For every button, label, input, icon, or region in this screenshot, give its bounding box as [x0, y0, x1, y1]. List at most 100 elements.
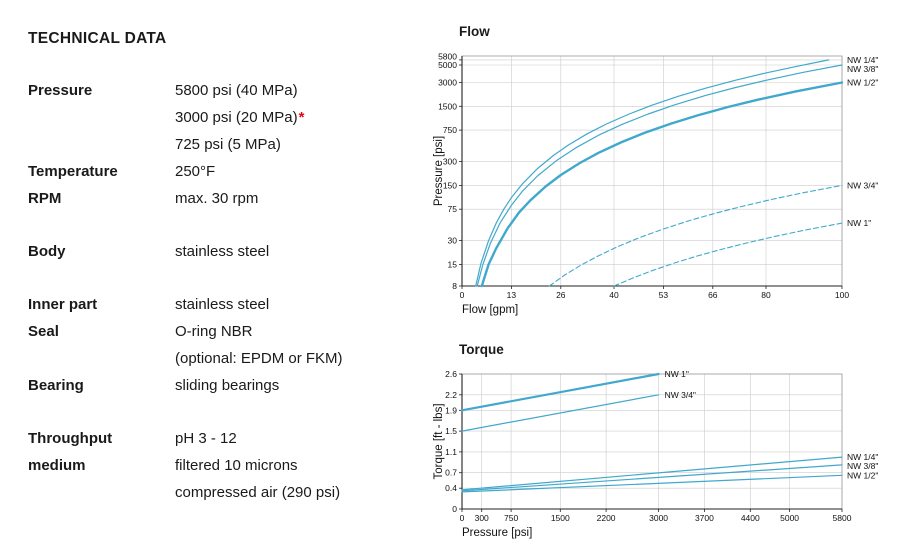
tick-label-x: 3000	[649, 513, 668, 523]
spec-row: 3000 psi (20 MPa)*	[28, 104, 412, 131]
spec-value: pH 3 - 12	[175, 430, 237, 447]
spec-label: Throughput	[28, 430, 113, 447]
spec-row: 725 psi (5 MPa)	[28, 131, 412, 158]
series-line	[461, 456, 843, 491]
tick-label-y: 15	[448, 259, 458, 269]
tick-label-x: 13	[507, 290, 517, 300]
series-label: NW 3/4"	[665, 390, 696, 400]
tick-label-y: 5000	[438, 60, 457, 70]
tick-label-x: 300	[475, 513, 489, 523]
tick-label-y: 1500	[438, 101, 457, 111]
spec-label: Pressure	[28, 82, 93, 99]
spec-label: RPM	[28, 190, 62, 207]
tick-label-x: 2200	[597, 513, 616, 523]
tick-label-x: 100	[835, 290, 849, 300]
tick-label-y: 30	[448, 236, 458, 246]
series-line	[460, 372, 660, 412]
series-label: NW 3/8"	[847, 64, 878, 74]
torque-chart: Torque 0 300 750 1500 2200 3000 3700 4400 5000 58…	[432, 342, 912, 542]
tick-label-x: 53	[659, 290, 669, 300]
spec-label	[28, 479, 175, 506]
axis-caption-x: Pressure [psi]	[462, 527, 532, 539]
tick-label-x: 1500	[551, 513, 570, 523]
tick-label-y: 2.6	[445, 369, 457, 379]
spec-row: Pressure 5800 psi (40 MPa)	[28, 77, 412, 104]
spec-row: Inner part stainless steel	[28, 291, 412, 318]
tick-label-x: 0	[460, 290, 465, 300]
flow-chart: Flow 0 13 26 40 53 66 80 100 8 15 30 75 150 300 750 150…	[432, 24, 912, 318]
series-line	[613, 222, 843, 287]
series-label: NW 1"	[847, 218, 871, 228]
series-label: NW 3/8"	[847, 461, 878, 471]
spec-row: compressed air (290 psi)	[28, 479, 412, 506]
spec-group: Inner part stainless steel Seal O-ring NBR (…	[28, 291, 412, 399]
series-line	[476, 64, 843, 287]
spec-row: (optional: EPDM or FKM)	[28, 345, 412, 372]
series-label: NW 1/2"	[847, 470, 878, 480]
flow-chart-title: Flow	[459, 24, 490, 39]
tick-label-y: 0.7	[445, 468, 457, 478]
tick-label-y: 1.9	[445, 405, 457, 415]
tick-label-y: 2.2	[445, 390, 457, 400]
torque-chart-svg: 0 300 750 1500 2200 3000 3700 4400 5000 5800 0 0.4 0…	[433, 369, 878, 539]
tick-label-x: 5800	[833, 513, 852, 523]
tick-label-y: 0	[452, 504, 457, 514]
spec-value: filtered 10 microns	[175, 457, 298, 474]
tick-label-y: 0.4	[445, 483, 457, 493]
spec-value: 725 psi (5 MPa)	[175, 136, 281, 153]
spec-group: Throughput pH 3 - 12 medium filtered 10 mic…	[28, 425, 412, 506]
spec-value: O-ring NBR	[175, 323, 253, 340]
tick-label-x: 66	[708, 290, 718, 300]
axis-caption-y: Pressure [psi]	[433, 136, 445, 206]
spec-value: sliding bearings	[175, 377, 280, 394]
torque-chart-title: Torque	[459, 342, 504, 357]
tick-label-y: 750	[443, 125, 457, 135]
tick-label-x: 5000	[780, 513, 799, 523]
spec-value: max. 30 rpm	[175, 190, 259, 207]
spec-label	[28, 345, 175, 372]
tick-label-y: 5800	[438, 52, 457, 62]
tick-label-y: 1.1	[445, 447, 457, 457]
flow-chart-svg: 0 13 26 40 53 66 80 100 8 15 30 75 150 300 750 1500 3000…	[433, 52, 878, 317]
series-line	[475, 59, 830, 287]
spec-value: 3000 psi (20 MPa)*	[175, 109, 305, 126]
series-label: NW 1/4"	[847, 452, 878, 462]
spec-value: 250°F	[175, 163, 216, 180]
series-label: NW 1"	[665, 369, 689, 379]
axis-caption-y: Torque [ft - lbs]	[433, 403, 445, 479]
series-label: NW 3/4"	[847, 180, 878, 190]
spec-row: Throughput pH 3 - 12	[28, 425, 412, 452]
tick-label-y: 75	[448, 204, 458, 214]
spec-row: RPM max. 30 rpm	[28, 185, 412, 212]
axis-caption-x: Flow [gpm]	[462, 304, 518, 316]
spec-label: Bearing	[28, 377, 84, 394]
tick-label-y: 150	[443, 180, 457, 190]
plot-frame	[461, 373, 843, 510]
tick-label-x: 750	[504, 513, 518, 523]
series-line	[480, 81, 844, 288]
spec-row: Bearing sliding bearings	[28, 372, 412, 399]
series-line	[461, 394, 660, 432]
series-line	[461, 474, 843, 493]
series-line	[461, 464, 843, 492]
spec-row: medium filtered 10 microns	[28, 452, 412, 479]
spec-group: Pressure 5800 psi (40 MPa) 3000 psi (20 MP…	[28, 77, 412, 212]
spec-label: Inner part	[28, 296, 98, 313]
tick-label-y: 1.5	[445, 426, 457, 436]
spec-row: Temperature 250°F	[28, 158, 412, 185]
spec-value: (optional: EPDM or FKM)	[175, 350, 343, 367]
tick-label-y: 300	[443, 157, 457, 167]
spec-value: stainless steel	[175, 243, 270, 260]
tick-label-x: 3700	[695, 513, 714, 523]
spec-group: Body stainless steel	[28, 238, 412, 265]
footnote-asterisk: *	[298, 109, 305, 126]
tick-label-x: 0	[460, 513, 465, 523]
spec-label: Seal	[28, 323, 59, 340]
spec-groups: Pressure 5800 psi (40 MPa) 3000 psi (20 MP…	[28, 77, 412, 506]
spec-label	[28, 131, 175, 158]
technical-data-heading: TECHNICAL DATA	[28, 30, 167, 47]
tick-label-x: 40	[609, 290, 619, 300]
spec-value: stainless steel	[175, 296, 270, 313]
technical-data-panel: TECHNICAL DATA Pressure 5800 psi (40 MPa)…	[28, 30, 412, 532]
